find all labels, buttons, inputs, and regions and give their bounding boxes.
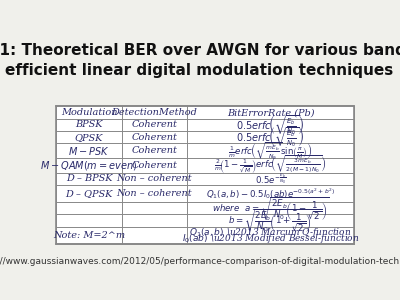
Text: BitErrorRate (Pb): BitErrorRate (Pb) <box>227 108 314 117</box>
Text: http://www.gaussianwaves.com/2012/05/performance-comparison-of-digital-modulatio: http://www.gaussianwaves.com/2012/05/per… <box>0 257 400 266</box>
Text: Coherent: Coherent <box>132 146 177 155</box>
Text: $0.5erfc\!\left(\sqrt{\frac{E_b}{N_0}}\right)$: $0.5erfc\!\left(\sqrt{\frac{E_b}{N_0}}\r… <box>236 125 304 149</box>
Text: Coherent: Coherent <box>132 120 177 129</box>
Text: $b=\sqrt{\dfrac{2E_b}{N_0}\!\left(1+\dfrac{1}{\sqrt{2}}\right)}$: $b=\sqrt{\dfrac{2E_b}{N_0}\!\left(1+\dfr… <box>228 207 313 234</box>
Text: $M-PSK$: $M-PSK$ <box>68 145 110 157</box>
Text: BPSK: BPSK <box>75 120 103 129</box>
Text: $\frac{2}{m}\!\left(1-\frac{1}{\sqrt{M}}\right)erfc\!\left(\sqrt{\frac{3mE_b}{2(: $\frac{2}{m}\!\left(1-\frac{1}{\sqrt{M}}… <box>214 154 327 176</box>
Text: QPSK: QPSK <box>75 133 103 142</box>
Text: Coherent: Coherent <box>132 133 177 142</box>
Text: $Q_1(a,b)$ \u2013 Marcum Q-function: $Q_1(a,b)$ \u2013 Marcum Q-function <box>189 226 352 239</box>
FancyBboxPatch shape <box>56 106 354 244</box>
Text: Non – coherent: Non – coherent <box>116 174 192 183</box>
Text: Non – coherent: Non – coherent <box>116 189 192 198</box>
Text: $0.5erfc\!\left(\sqrt{\frac{E_b}{N_0}}\right)$: $0.5erfc\!\left(\sqrt{\frac{E_b}{N_0}}\r… <box>236 113 304 136</box>
Text: $I_0(ab)$ \u2013 Modified Bessel-function: $I_0(ab)$ \u2013 Modified Bessel-functio… <box>182 232 359 245</box>
Text: $\frac{1}{m}erfc\!\left(\sqrt{\frac{mE_b}{N_0}}\sin\!\left(\frac{\pi}{M}\right)\: $\frac{1}{m}erfc\!\left(\sqrt{\frac{mE_b… <box>228 140 313 161</box>
Text: $Q_1(a,b)-0.5I_0(ab)e^{-0.5(a^2+b^2)}$: $Q_1(a,b)-0.5I_0(ab)e^{-0.5(a^2+b^2)}$ <box>206 186 335 201</box>
Text: $M-QAM(m=even)$: $M-QAM(m=even)$ <box>40 159 138 172</box>
Text: D – QPSK: D – QPSK <box>65 189 113 198</box>
Text: Coherent: Coherent <box>132 161 177 170</box>
Text: D – BPSK: D – BPSK <box>66 174 112 183</box>
Text: DetectionMethod: DetectionMethod <box>112 108 197 117</box>
Text: $where\ \ a=\sqrt{\dfrac{2E_b}{N_0}\!\left(1-\dfrac{1}{\sqrt{2}}\right)}$: $where\ \ a=\sqrt{\dfrac{2E_b}{N_0}\!\le… <box>212 195 329 222</box>
Text: Table 1: Theoretical BER over AWGN for various bandwidth-
efficient linear digit: Table 1: Theoretical BER over AWGN for v… <box>0 43 400 78</box>
Text: Note: M=2^m: Note: M=2^m <box>53 231 125 240</box>
Text: $0.5e^{-\frac{E_b}{N_0}}$: $0.5e^{-\frac{E_b}{N_0}}$ <box>255 172 286 186</box>
Text: Modulation: Modulation <box>61 108 117 117</box>
